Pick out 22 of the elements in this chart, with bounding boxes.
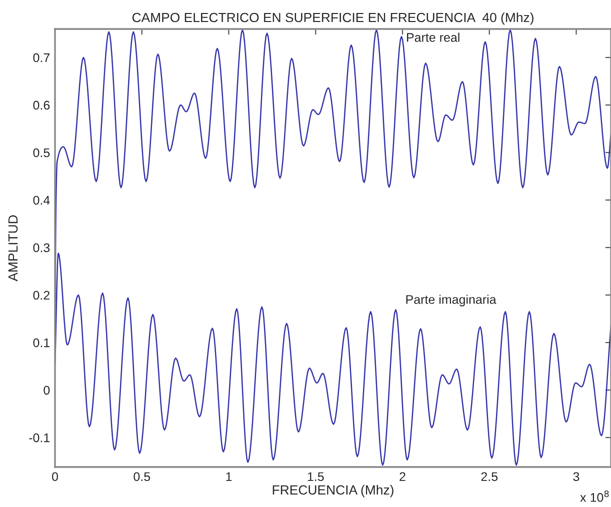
- x-tick-label: 1.5: [308, 472, 324, 482]
- x-tick-label: 2: [400, 472, 406, 481]
- annotation: Parte real: [407, 32, 460, 42]
- x-tick-label: 2.5: [481, 472, 498, 482]
- x-tick-label: 3: [573, 472, 580, 482]
- y-tick-label: 0.3: [33, 243, 50, 252]
- y-tick-label: 0.4: [33, 196, 50, 205]
- annotation: Parte imaginaria: [406, 294, 496, 306]
- y-tick-label: 0.6: [33, 100, 50, 110]
- text: x 10$^{8}$: [580, 490, 609, 502]
- chart-title: CAMPO ELECTRICO EN SUPERFICIE EN FRECUENCIA 40 (Mhz): [132, 12, 534, 25]
- x-tick-label: 0: [52, 472, 58, 482]
- x-axis-title: FRECUENCIA (Mhz): [272, 484, 394, 498]
- x-tick-label: 1: [226, 472, 232, 481]
- y-tick-label: 0.7: [33, 53, 50, 62]
- y-tick-label: 0.2: [33, 290, 50, 300]
- y-tick-label: -0.1: [29, 433, 50, 442]
- x-tick-label: 0.5: [134, 472, 150, 482]
- y-axis-title: AMPLITUD: [8, 215, 18, 282]
- y-tick-label: 0: [44, 386, 50, 395]
- y-tick-label: 0.5: [33, 148, 50, 158]
- y-tick-label: 0.1: [33, 338, 50, 348]
